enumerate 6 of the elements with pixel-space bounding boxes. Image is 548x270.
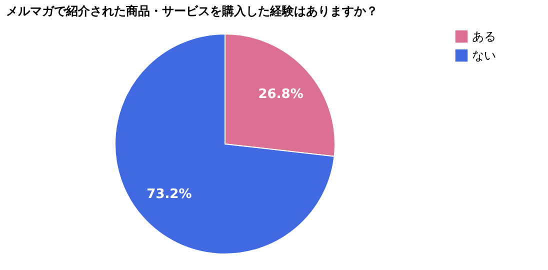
- data-label: 26.8%: [258, 87, 304, 102]
- pie-slice: [114, 34, 335, 254]
- legend-label: ない: [472, 48, 496, 62]
- chart-title: メルマガで紹介された商品・サービスを購入した経験はありますか？: [6, 4, 378, 18]
- data-label: 73.2%: [146, 186, 192, 202]
- legend-label: ある: [472, 30, 496, 44]
